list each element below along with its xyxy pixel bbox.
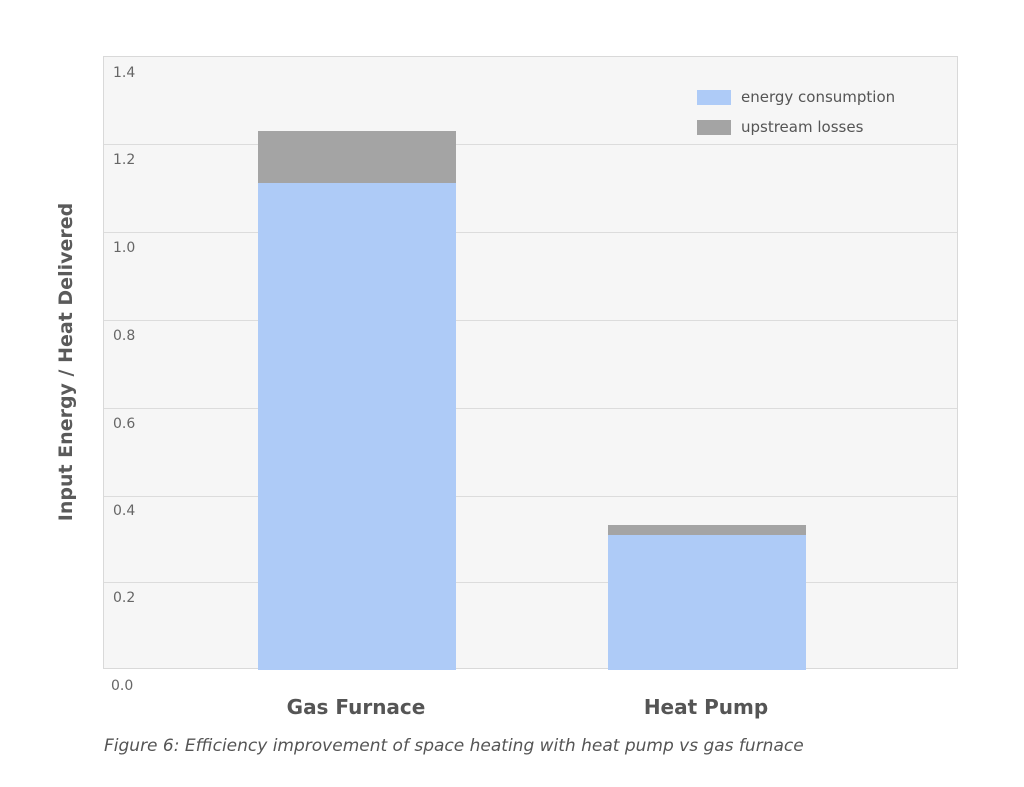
y-tick-0-2: 0.2: [113, 590, 136, 606]
legend-swatch-losses: [697, 119, 731, 135]
gridline-1-0: [104, 232, 957, 233]
bar-segment-upstream-losses: [608, 525, 806, 535]
plot-area: 1.4 1.2 1.0 0.8 0.6 0.4 0.2: [103, 56, 958, 670]
y-tick-1-0: 1.0: [113, 240, 136, 256]
legend-item-upstream-losses: upstream losses: [697, 112, 895, 142]
y-tick-1-2: 1.2: [113, 152, 136, 168]
y-tick-0-0: 0.0: [111, 678, 134, 694]
y-tick-0-4: 0.4: [113, 503, 136, 519]
figure-caption: Figure 6: Efficiency improvement of spac…: [104, 736, 804, 756]
gridline-1-2: [104, 144, 957, 145]
bar-heat-pump: [608, 525, 806, 670]
x-category-heat-pump: Heat Pump: [643, 695, 769, 719]
legend-label: upstream losses: [741, 118, 864, 136]
bar-gas-furnace: [258, 131, 456, 670]
gridline-0-6: [104, 408, 957, 409]
legend-label: energy consumption: [741, 88, 896, 106]
y-tick-0-8: 0.8: [113, 328, 136, 344]
y-axis-label: Input Energy / Heat Delivered: [55, 202, 77, 522]
gridline-0-4: [104, 496, 957, 497]
legend-item-energy-consumption: energy consumption: [697, 82, 895, 112]
bar-segment-upstream-losses: [258, 131, 456, 183]
legend: energy consumption upstream losses: [697, 82, 895, 142]
y-tick-0-6: 0.6: [113, 416, 136, 432]
bar-segment-energy-consumption: [608, 535, 806, 670]
x-category-gas-furnace: Gas Furnace: [286, 695, 426, 719]
gridline-0-2: [104, 582, 957, 583]
gridline-0-8: [104, 320, 957, 321]
bar-segment-energy-consumption: [258, 183, 456, 670]
y-tick-1-4: 1.4: [113, 65, 136, 81]
legend-swatch-energy: [697, 89, 731, 105]
